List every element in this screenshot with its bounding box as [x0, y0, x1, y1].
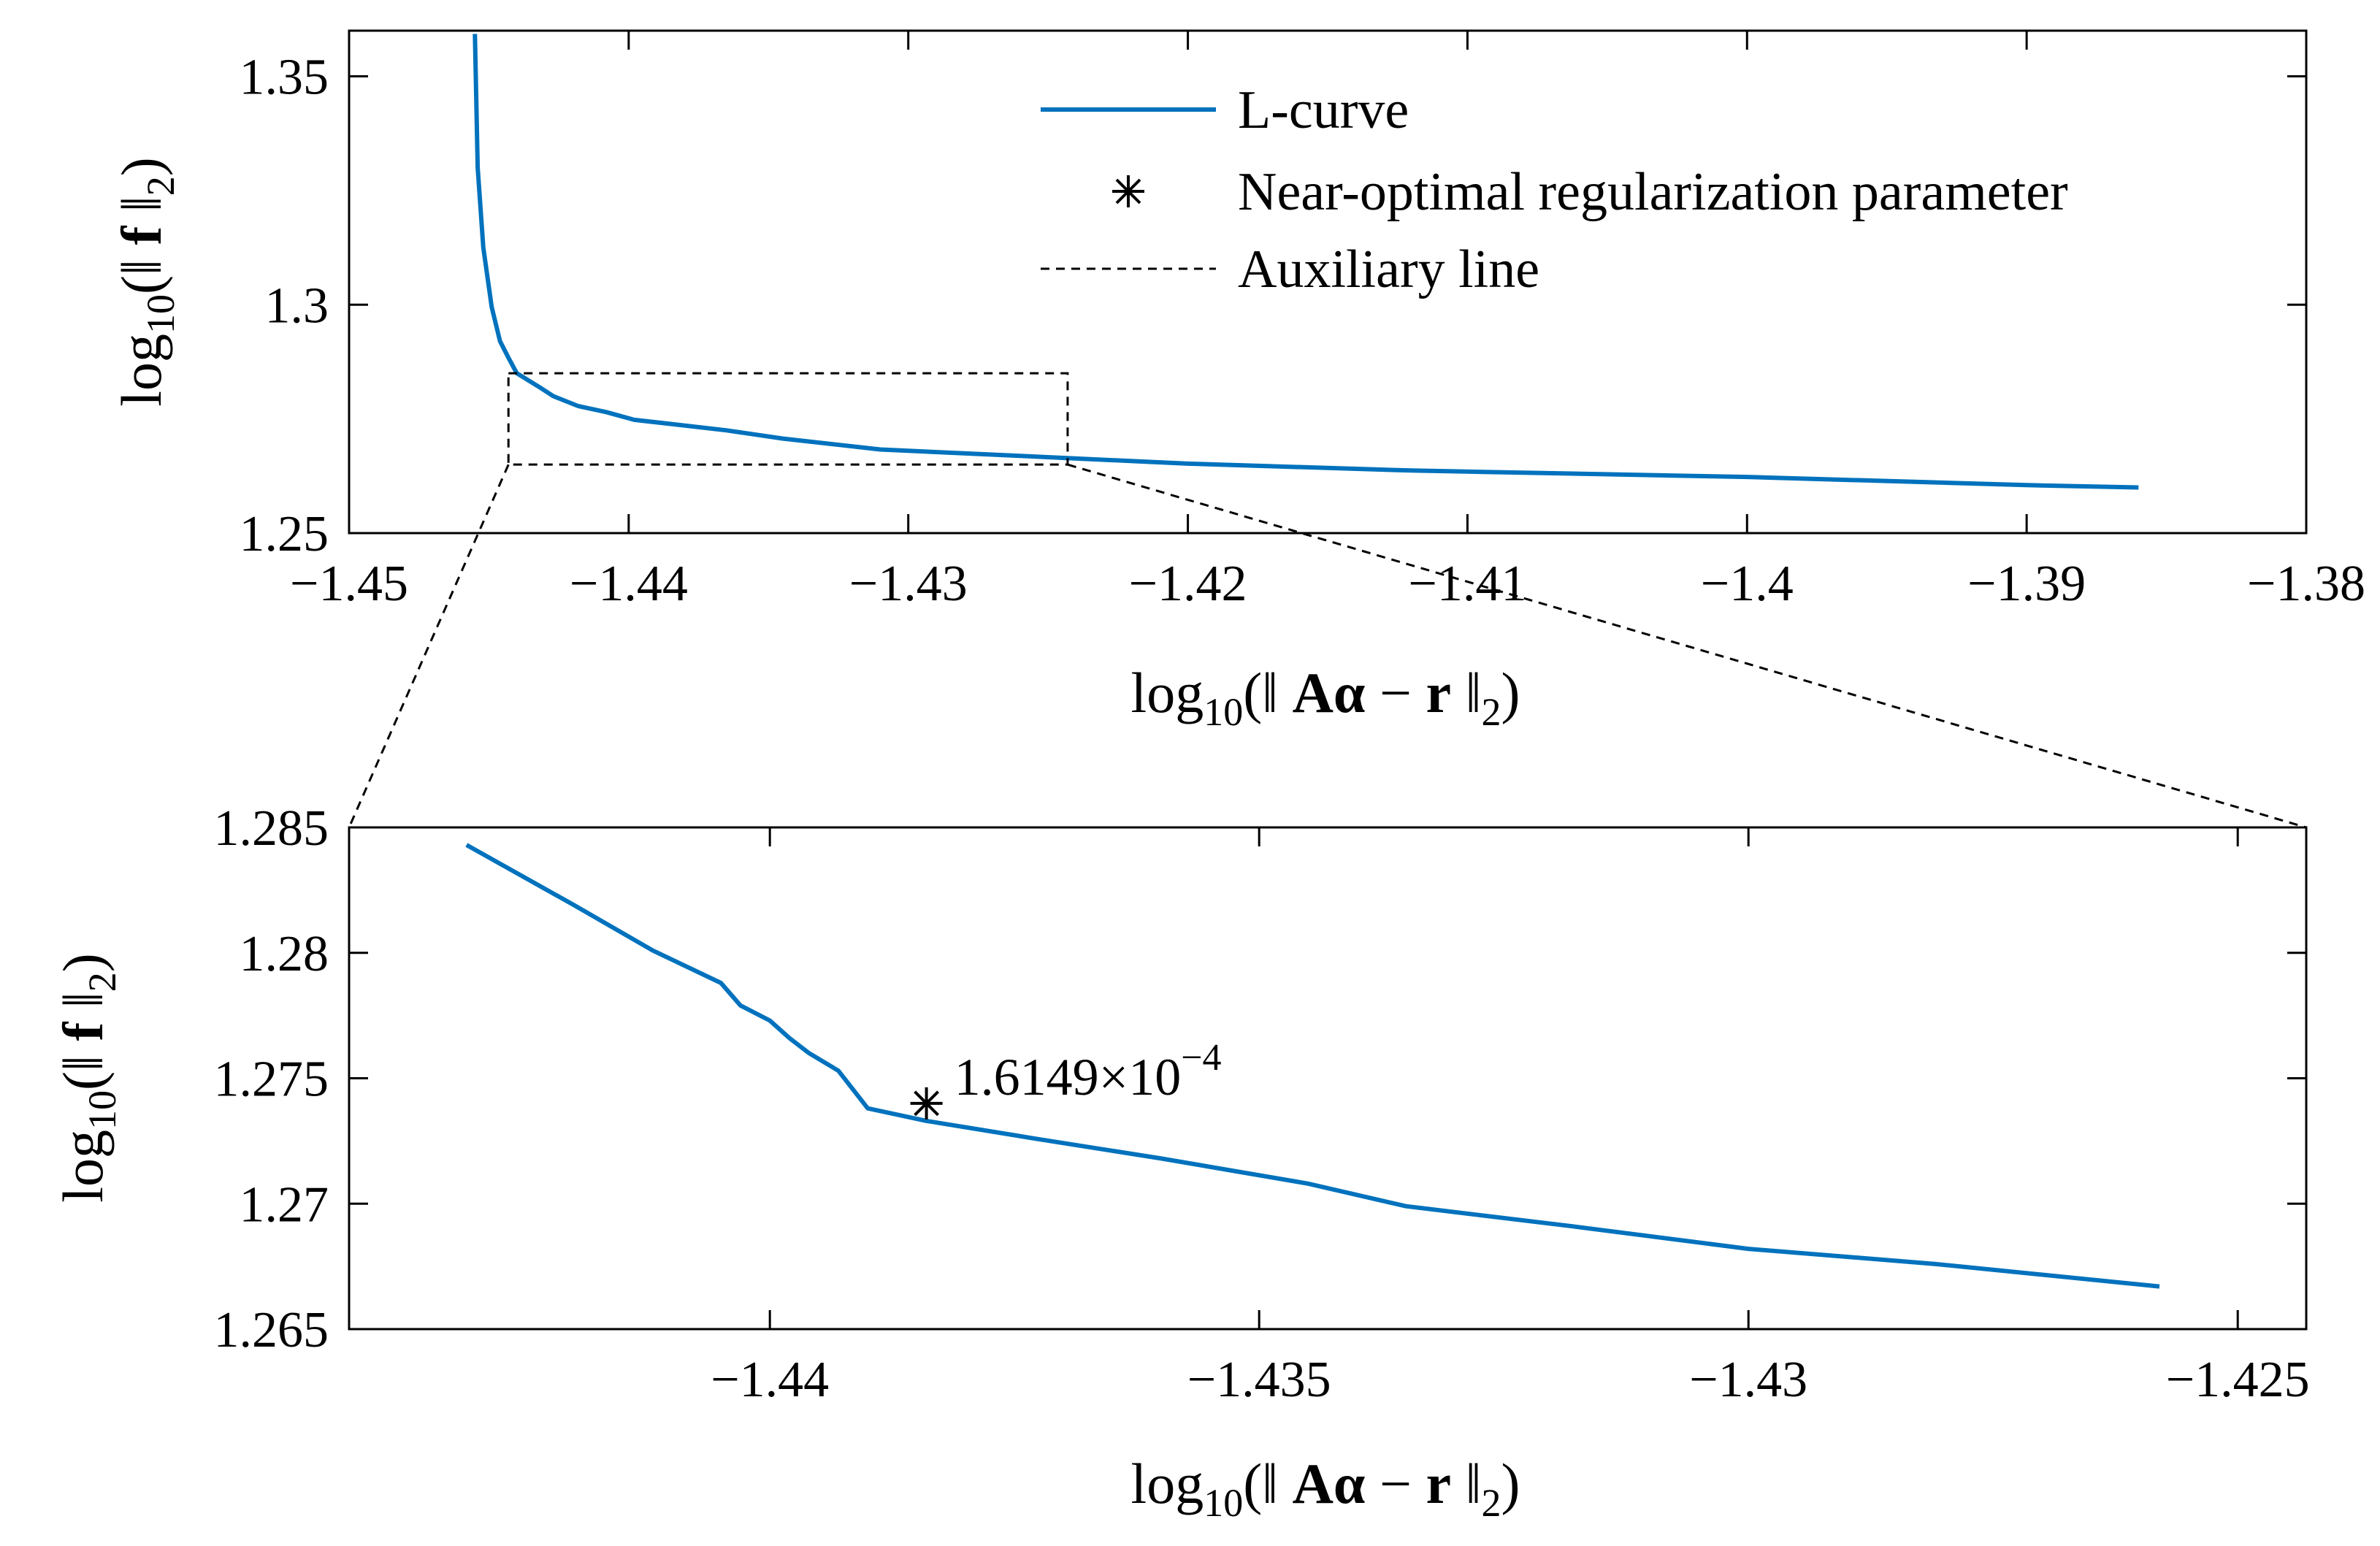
- zoom-region-box: [507, 372, 1069, 466]
- y-tick-label: 1.265: [214, 1302, 329, 1358]
- auxiliary-line-left: [348, 464, 510, 828]
- x-tick-label: −1.38: [2247, 556, 2365, 612]
- zoom-axes-box: [348, 826, 2308, 1331]
- overview-x-axis-label: log10(‖ Aα − r ‖2): [1131, 661, 1520, 734]
- zoom-ticks: [349, 826, 2306, 1331]
- legend-label-near-optimal: Near-optimal regularization parameter: [1238, 162, 2068, 222]
- zoom-y-axis-label: log10(‖ f ‖2): [51, 953, 124, 1202]
- legend-label-auxiliary-line: Auxiliary line: [1238, 240, 1539, 299]
- y-tick-label: 1.28: [240, 926, 329, 982]
- overview-y-axis-label: log10(‖ f ‖2): [110, 157, 183, 406]
- near-optimal-annotation: 1.6149×10−4: [954, 1037, 1222, 1106]
- x-tick-label: −1.44: [570, 556, 688, 612]
- x-tick-label: −1.4: [1701, 556, 1794, 612]
- zoom-panel: −1.44 −1.435 −1.43 −1.425 1.2651.271.2751.2…: [51, 800, 2310, 1525]
- auxiliary-lines: [348, 463, 2307, 829]
- y-tick-label: 1.27: [240, 1176, 329, 1233]
- zoom-plot-area: 1.6149×10−4: [465, 843, 2160, 1289]
- x-tick-label: −1.41: [1408, 556, 1526, 612]
- x-tick-label: −1.43: [849, 556, 968, 612]
- overview-ticks: [348, 31, 2308, 535]
- x-tick-label: −1.43: [1689, 1352, 1807, 1408]
- overview-x-tick-labels: −1.45 −1.44 −1.43 −1.42 −1.41 −1.4 −1.39 −1.38: [290, 556, 2365, 612]
- y-tick-label: 1.285: [214, 800, 329, 857]
- x-tick-label: −1.39: [1967, 556, 2086, 612]
- y-tick-label: 1.275: [214, 1052, 329, 1108]
- overview-panel: −1.45 −1.44 −1.43 −1.42 −1.41 −1.4 −1.39 −1.38 …: [110, 29, 2365, 734]
- legend-label-l-curve: L-curve: [1238, 80, 1409, 140]
- zoom-y-tick-labels: 1.265 1.27 1.275 1.28 1.285: [214, 800, 329, 1358]
- y-tick-label: 1.25: [240, 506, 329, 562]
- auxiliary-line-right: [1067, 463, 2307, 829]
- l-curve-line: [465, 843, 2160, 1289]
- overview-axes-box: [348, 29, 2308, 535]
- x-tick-label: −1.44: [711, 1352, 829, 1408]
- x-tick-label: −1.42: [1129, 556, 1247, 612]
- legend-swatch-star-marker: [1112, 175, 1144, 207]
- overview-y-tick-labels: 1.25 1.3 1.35: [240, 50, 329, 562]
- x-tick-label: −1.425: [2166, 1352, 2310, 1408]
- y-tick-label: 1.35: [240, 50, 329, 106]
- zoom-x-axis-label: log10(‖ Aα − r ‖2): [1131, 1452, 1520, 1525]
- x-tick-label: −1.45: [290, 556, 408, 612]
- legend: L-curve Near-optimal regularization para…: [1041, 80, 2068, 299]
- x-tick-label: −1.435: [1187, 1352, 1331, 1408]
- y-tick-label: 1.3: [265, 278, 329, 334]
- overview-plot-area: [472, 34, 2139, 490]
- zoom-x-tick-labels: −1.44 −1.435 −1.43 −1.425: [711, 1352, 2309, 1408]
- near-optimal-marker: [910, 1087, 943, 1120]
- l-curve-line: [472, 34, 2139, 490]
